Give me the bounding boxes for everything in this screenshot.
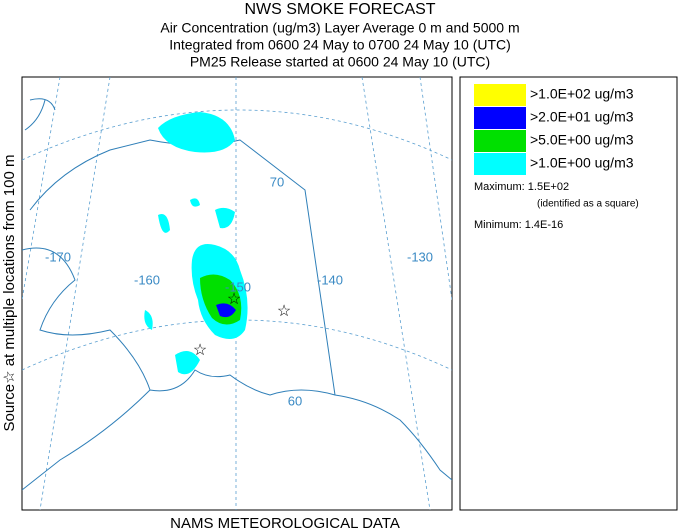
legend-swatch (474, 107, 526, 129)
source-star: ☆ (277, 303, 291, 320)
legend-label: >1.0E+02 ug/m3 (530, 86, 634, 102)
longitude-label: -140 (317, 272, 343, 287)
legend-swatch (474, 153, 526, 175)
longitude-label: -150 (225, 279, 251, 294)
smoke-plume (144, 198, 235, 375)
maximum: Maximum: 1.5E+02 (474, 181, 569, 193)
longitude-label: -160 (134, 272, 160, 287)
latitude-labels: 70 60 (270, 174, 302, 408)
header-line: NWS SMOKE FORECAST (244, 1, 435, 18)
map: ☆ ☆ ☆ (22, 77, 452, 510)
latitude-label: 70 (270, 174, 284, 189)
legend-label: >1.0E+00 ug/m3 (530, 155, 634, 171)
legend-frame (459, 76, 678, 511)
header-line: Integrated from 0600 24 May to 0700 24 M… (169, 37, 511, 53)
longitude-label: -170 (45, 249, 71, 264)
smoke-plume (158, 112, 235, 153)
minimum: Minimum: 1.4E-16 (474, 219, 563, 231)
coastline (24, 98, 56, 131)
longitude-labels: -170 -160 -150 -140 -130 (45, 249, 433, 294)
legend-swatch (474, 84, 526, 106)
legend: >1.0E+02 ug/m3 >2.0E+01 ug/m3 >5.0E+00 ug/… (474, 84, 634, 175)
smoke-plume (216, 303, 236, 318)
legend-swatch (474, 130, 526, 152)
latitude-label: 60 (288, 393, 302, 408)
legend-label: >2.0E+01 ug/m3 (530, 109, 634, 125)
footer: NAMS METEOROLOGICAL DATA (170, 515, 400, 532)
header: NWS SMOKE FORECAST Air Concentration (ug/… (160, 1, 519, 69)
source-star: ☆ (193, 342, 207, 359)
map-frame (21, 76, 453, 511)
source-star: ☆ (227, 291, 241, 308)
header-line: Air Concentration (ug/m3) Layer Average … (160, 20, 519, 36)
side-label: Source☆ at multiple locations from 100 m (1, 155, 18, 432)
legend-label: >5.0E+00 ug/m3 (530, 132, 634, 148)
header-line: PM25 Release started at 0600 24 May 10 (… (190, 54, 490, 70)
maximum-note: (identified as a square) (537, 199, 639, 210)
longitude-label: -130 (407, 249, 433, 264)
